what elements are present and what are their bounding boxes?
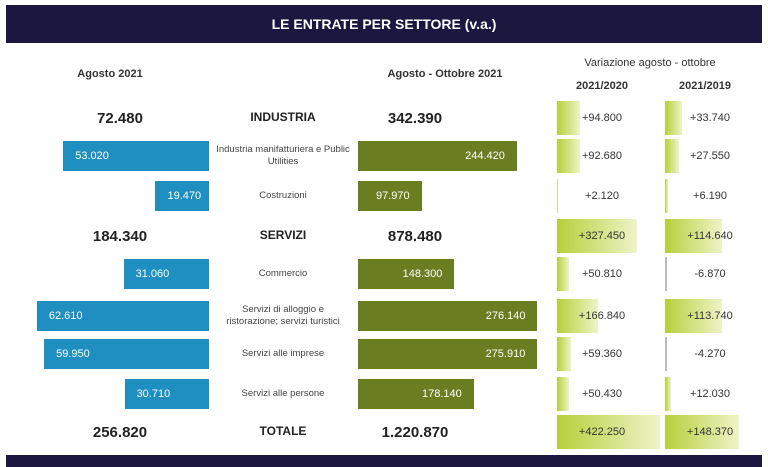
var-2021-2020-bar (557, 299, 598, 333)
table-row: 72.480 342.390 INDUSTRIA +94.800 +33.740 (0, 101, 768, 135)
var-2021-2020-bar (557, 415, 661, 449)
sector-label: Costruzioni (259, 189, 307, 201)
var-2021-2019-bar (665, 101, 682, 135)
table-row: 19.470 97.970 Costruzioni +2.120 +6.190 (0, 179, 768, 213)
var-2021-2020-value: +50.430 (581, 388, 623, 400)
var-2021-2019-value: -6.870 (694, 268, 726, 280)
sector-label: TOTALE (259, 424, 307, 439)
chart-title: LE ENTRATE PER SETTORE (v.a.) (6, 5, 762, 43)
var-2021-2019-bar (665, 299, 722, 333)
sector-label: Servizi di alloggio e ristorazione; serv… (226, 303, 340, 327)
agosto-bar: 62.610 (36, 301, 209, 331)
sector-label: INDUSTRIA (250, 110, 316, 125)
var-2021-2020-value: +2.120 (585, 190, 619, 202)
var-2021-2019-value: +114.640 (687, 230, 733, 242)
agosto-bar: 59.950 (44, 339, 209, 369)
var-2021-2020-bar (557, 257, 570, 291)
header-2021-2020: 2021/2020 (576, 80, 628, 92)
header-agosto-ottobre: Agosto - Ottobre 2021 (387, 68, 503, 80)
agosto-ottobre-bar: 275.910 (358, 339, 538, 369)
var-2021-2020-bar (557, 337, 572, 371)
agosto-value: 184.340 (92, 227, 148, 245)
table-row: 59.950 275.910 Servizi alle imprese +59.360… (0, 337, 768, 371)
var-2021-2019-bar (665, 337, 667, 371)
table-row: 30.710 178.140 Servizi alle persone +50.430… (0, 377, 768, 411)
var-2021-2019-bar (665, 139, 679, 173)
var-2021-2019-bar (665, 179, 669, 213)
sector-label: Commercio (258, 267, 308, 279)
table-row: 62.610 276.140 Servizi di alloggio e risto… (0, 299, 768, 333)
var-2021-2020-bar (557, 101, 581, 135)
agosto-value: 256.820 (92, 423, 148, 441)
var-2021-2020-value: +422.250 (578, 426, 626, 438)
sector-label: Servizi alle persone (241, 387, 325, 399)
var-2021-2019-value: +113.740 (687, 310, 733, 322)
header-2021-2019: 2021/2019 (679, 80, 731, 92)
agosto-value: 72.480 (97, 109, 143, 127)
var-2021-2020-value: +166.840 (578, 310, 626, 322)
var-2021-2019-value: +33.740 (689, 112, 731, 124)
var-2021-2019-value: +148.370 (686, 426, 734, 438)
var-2021-2019-bar (665, 377, 671, 411)
var-2021-2019-bar (665, 415, 740, 449)
table-row: 31.060 148.300 Commercio +50.810 -6.870 (0, 257, 768, 291)
var-2021-2019-value: +27.550 (689, 150, 731, 162)
sector-label: Servizi alle imprese (241, 347, 325, 359)
var-2021-2019-value: +12.030 (689, 388, 731, 400)
agosto-ottobre-value: 1.220.870 (381, 423, 449, 441)
agosto-bar: 53.020 (63, 141, 209, 171)
var-2021-2020-value: +92.680 (581, 150, 623, 162)
var-2021-2020-value: +327.450 (578, 230, 626, 242)
agosto-ottobre-value: 878.480 (387, 227, 443, 245)
var-2021-2020-bar (557, 377, 570, 411)
var-2021-2020-value: +94.800 (581, 112, 623, 124)
var-2021-2019-bar (665, 219, 723, 253)
var-2021-2020-value: +50.810 (581, 268, 623, 280)
var-2021-2019-value: +6.190 (693, 190, 727, 202)
var-2021-2020-bar (557, 179, 558, 213)
var-2021-2020-bar (557, 219, 637, 253)
var-2021-2019-bar (665, 257, 667, 291)
var-2021-2019-value: -4.270 (694, 348, 726, 360)
agosto-ottobre-bar: 97.970 (358, 181, 422, 211)
agosto-ottobre-bar: 178.140 (358, 379, 474, 409)
table-row: 256.820 1.220.870 TOTALE +422.250 +148.370 (0, 415, 768, 449)
sector-label: SERVIZI (259, 228, 307, 243)
agosto-bar: 19.470 (155, 181, 209, 211)
var-2021-2020-value: +59.360 (581, 348, 623, 360)
table-row: 184.340 878.480 SERVIZI +327.450 +114.640 (0, 219, 768, 253)
agosto-ottobre-value: 342.390 (387, 109, 443, 127)
var-2021-2020-bar (557, 139, 580, 173)
footer-bar (6, 455, 762, 467)
agosto-bar: 30.710 (124, 379, 209, 409)
agosto-ottobre-bar: 244.420 (358, 141, 517, 171)
agosto-bar: 31.060 (123, 259, 209, 289)
sector-label: Industria manifatturiera e Public Utilit… (216, 143, 350, 167)
table-row: 53.020 244.420 Industria manifatturiera e … (0, 139, 768, 173)
agosto-ottobre-bar: 276.140 (358, 301, 538, 331)
header-agosto: Agosto 2021 (77, 68, 143, 80)
header-variazione: Variazione agosto - ottobre (584, 57, 716, 69)
agosto-ottobre-bar: 148.300 (358, 259, 455, 289)
